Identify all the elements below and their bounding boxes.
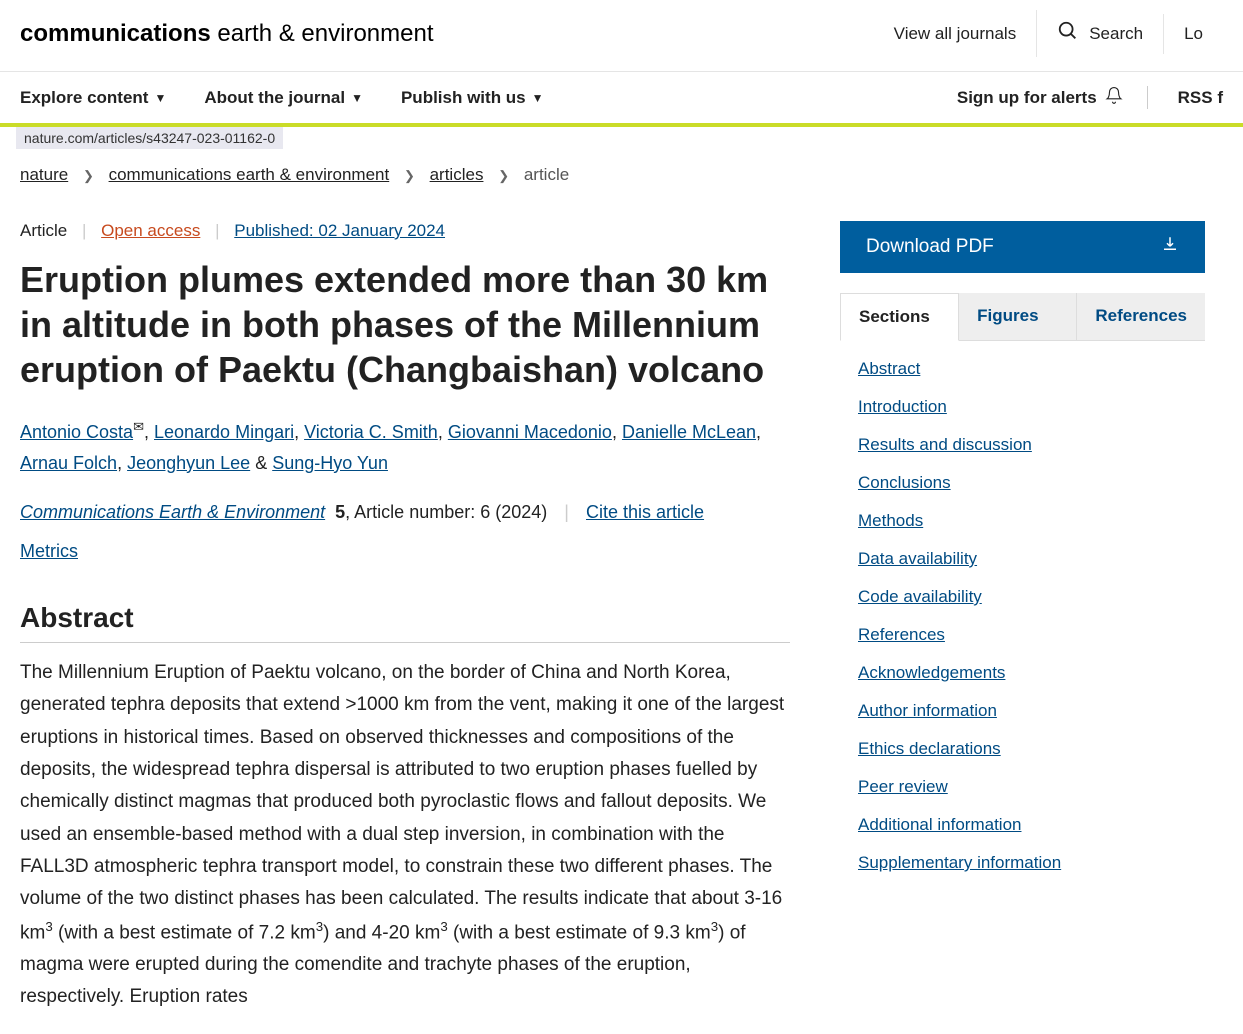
nav-right: Sign up for alerts RSS f	[957, 86, 1223, 109]
tab-sections[interactable]: Sections	[840, 293, 959, 341]
article-meta: Article | Open access | Published: 02 Ja…	[20, 221, 790, 241]
open-access-link[interactable]: Open access	[101, 221, 200, 240]
chevron-down-icon: ▼	[351, 91, 363, 105]
journal-volume: 5	[335, 502, 345, 522]
chevron-right-icon: ❯	[404, 168, 415, 183]
meta-divider: |	[82, 221, 86, 240]
article-title: Eruption plumes extended more than 30 km…	[20, 257, 790, 392]
author-link[interactable]: Danielle McLean	[622, 422, 756, 442]
logo-bold: communications	[20, 20, 211, 47]
chevron-right-icon: ❯	[83, 168, 94, 183]
section-link-results[interactable]: Results and discussion	[858, 435, 1187, 455]
author-list: Antonio Costa✉, Leonardo Mingari, Victor…	[20, 416, 790, 478]
article-type: Article	[20, 221, 67, 240]
search-icon	[1057, 20, 1079, 47]
section-link-ethics[interactable]: Ethics declarations	[858, 739, 1187, 759]
chevron-down-icon: ▼	[532, 91, 544, 105]
nav-about[interactable]: About the journal ▼	[204, 88, 363, 108]
section-link-peer[interactable]: Peer review	[858, 777, 1187, 797]
section-link-introduction[interactable]: Introduction	[858, 397, 1187, 417]
section-list: Abstract Introduction Results and discus…	[840, 341, 1205, 909]
section-link-authorinfo[interactable]: Author information	[858, 701, 1187, 721]
download-label: Download PDF	[866, 236, 994, 258]
journal-citation: Communications Earth & Environment 5, Ar…	[20, 502, 790, 523]
nav-explore[interactable]: Explore content ▼	[20, 88, 166, 108]
author-link[interactable]: Victoria C. Smith	[304, 422, 438, 442]
login-link[interactable]: Lo	[1163, 14, 1223, 54]
abstract-text: The Millennium Eruption of Paektu volcan…	[20, 657, 790, 1014]
sidebar-tabs: Sections Figures References	[840, 293, 1205, 341]
superscript: 3	[316, 919, 323, 934]
author-link[interactable]: Leonardo Mingari	[154, 422, 294, 442]
mail-icon[interactable]: ✉	[133, 416, 144, 438]
tab-figures[interactable]: Figures	[959, 293, 1077, 340]
nav-rss[interactable]: RSS f	[1178, 88, 1223, 108]
view-all-journals-link[interactable]: View all journals	[874, 14, 1037, 54]
author-link[interactable]: Antonio Costa	[20, 422, 133, 442]
main-layout: Article | Open access | Published: 02 Ja…	[0, 201, 1243, 1034]
author-link[interactable]: Jeonghyun Lee	[127, 453, 250, 473]
nav-left: Explore content ▼ About the journal ▼ Pu…	[20, 88, 544, 108]
superscript: 3	[711, 919, 718, 934]
main-nav: Explore content ▼ About the journal ▼ Pu…	[0, 72, 1243, 127]
author-link[interactable]: Sung-Hyo Yun	[272, 453, 388, 473]
nav-publish[interactable]: Publish with us ▼	[401, 88, 544, 108]
author-link[interactable]: Arnau Folch	[20, 453, 117, 473]
nav-alerts[interactable]: Sign up for alerts	[957, 86, 1148, 109]
chevron-down-icon: ▼	[154, 91, 166, 105]
top-header: communications earth & environment View …	[0, 0, 1243, 72]
tab-references[interactable]: References	[1077, 293, 1205, 340]
breadcrumb-nature[interactable]: nature	[20, 165, 68, 184]
breadcrumb-journal[interactable]: communications earth & environment	[109, 165, 390, 184]
section-link-additional[interactable]: Additional information	[858, 815, 1187, 835]
bell-icon	[1105, 86, 1123, 109]
breadcrumbs: nature ❯ communications earth & environm…	[0, 149, 1243, 201]
breadcrumb-current: article	[524, 165, 569, 184]
abstract-heading: Abstract	[20, 602, 790, 643]
journal-name-link[interactable]: Communications Earth & Environment	[20, 502, 325, 522]
breadcrumb-articles[interactable]: articles	[430, 165, 484, 184]
article-number: , Article number: 6 (2024)	[345, 502, 547, 522]
top-right-nav: View all journals Search Lo	[874, 10, 1223, 57]
section-link-abstract[interactable]: Abstract	[858, 359, 1187, 379]
url-display: nature.com/articles/s43247-023-01162-0	[16, 127, 283, 149]
journal-logo[interactable]: communications earth & environment	[20, 20, 434, 48]
section-link-code[interactable]: Code availability	[858, 587, 1187, 607]
download-icon	[1161, 235, 1179, 259]
section-link-ack[interactable]: Acknowledgements	[858, 663, 1187, 683]
superscript: 3	[440, 919, 447, 934]
section-link-supp[interactable]: Supplementary information	[858, 853, 1187, 873]
published-date-link[interactable]: Published: 02 January 2024	[234, 221, 445, 240]
chevron-right-icon: ❯	[498, 168, 509, 183]
download-pdf-button[interactable]: Download PDF	[840, 221, 1205, 273]
section-link-refs[interactable]: References	[858, 625, 1187, 645]
article-column: Article | Open access | Published: 02 Ja…	[20, 221, 790, 1014]
meta-divider: |	[215, 221, 219, 240]
meta-divider: |	[564, 502, 569, 522]
search-label: Search	[1089, 24, 1143, 44]
superscript: 3	[45, 919, 52, 934]
metrics-link[interactable]: Metrics	[20, 541, 78, 562]
section-link-data[interactable]: Data availability	[858, 549, 1187, 569]
author-link[interactable]: Giovanni Macedonio	[448, 422, 612, 442]
section-link-methods[interactable]: Methods	[858, 511, 1187, 531]
logo-light: earth & environment	[211, 20, 434, 47]
search-link[interactable]: Search	[1036, 10, 1163, 57]
section-link-conclusions[interactable]: Conclusions	[858, 473, 1187, 493]
sidebar: Download PDF Sections Figures References…	[840, 221, 1205, 1014]
cite-article-link[interactable]: Cite this article	[586, 502, 704, 522]
